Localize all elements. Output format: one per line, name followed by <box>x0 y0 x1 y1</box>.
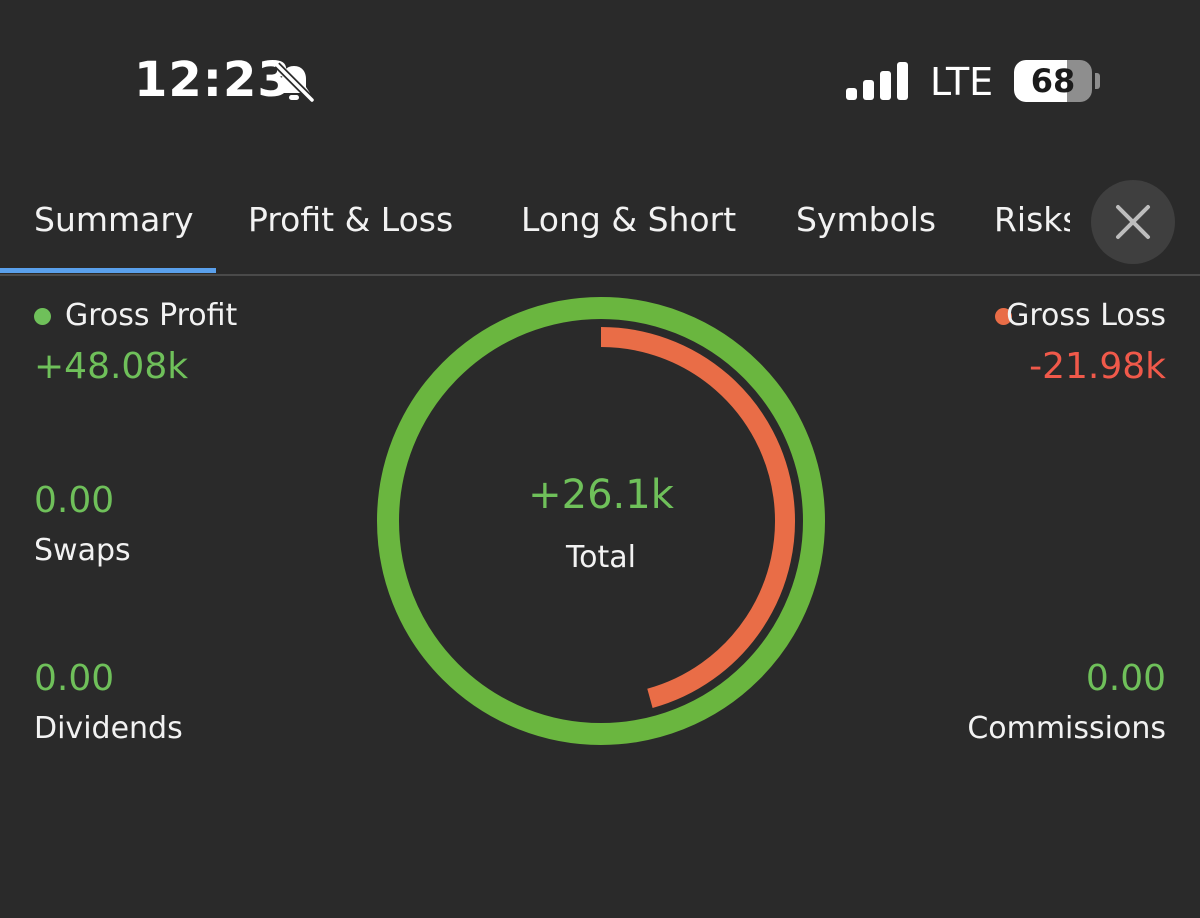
battery-level: 68 <box>1030 62 1076 100</box>
total-label: Total <box>565 540 637 575</box>
gross-profit-legend-dot <box>34 308 51 325</box>
dividends-value: 0.00 <box>34 658 115 699</box>
tab-summary[interactable]: Summary <box>34 200 194 239</box>
bell-slash-icon <box>274 62 315 103</box>
close-button[interactable] <box>1091 180 1175 264</box>
swaps-label: Swaps <box>34 533 131 568</box>
tab-bar <box>0 170 1200 276</box>
gross-loss-legend-dot <box>995 308 1012 325</box>
close-icon <box>1116 205 1150 239</box>
tab-risks[interactable]: Risks <box>994 200 1070 239</box>
status-bar: 12:23 LTE 68 <box>0 0 1200 150</box>
status-time: 12:23 <box>134 52 292 108</box>
dividends-label: Dividends <box>34 711 183 746</box>
active-tab-indicator <box>0 268 216 273</box>
gross-loss-value: -21.98k <box>1029 346 1166 387</box>
gross-loss-label: Gross Loss <box>1006 298 1166 333</box>
tab-long-short[interactable]: Long & Short <box>521 200 737 239</box>
gross-profit-label: Gross Profit <box>65 298 238 333</box>
battery-nub <box>1095 73 1100 89</box>
gross-loss-arc <box>600 327 795 709</box>
battery-indicator: 68 <box>1014 60 1092 102</box>
tab-symbols[interactable]: Symbols <box>796 200 937 239</box>
swaps-value: 0.00 <box>34 480 115 521</box>
gross-profit-value: +48.08k <box>34 346 189 387</box>
commissions-label: Commissions <box>967 711 1166 746</box>
network-type: LTE <box>930 60 994 104</box>
total-value: +26.1k <box>528 472 674 518</box>
cellular-signal-icon <box>846 62 908 100</box>
commissions-value: 0.00 <box>1085 658 1166 699</box>
tab-risks-clip: Risks <box>994 200 1070 239</box>
battery-fill <box>1014 60 1068 102</box>
tab-profit-loss[interactable]: Profit & Loss <box>248 200 454 239</box>
profit-loss-donut <box>377 297 825 745</box>
gross-profit-ring <box>377 297 825 745</box>
